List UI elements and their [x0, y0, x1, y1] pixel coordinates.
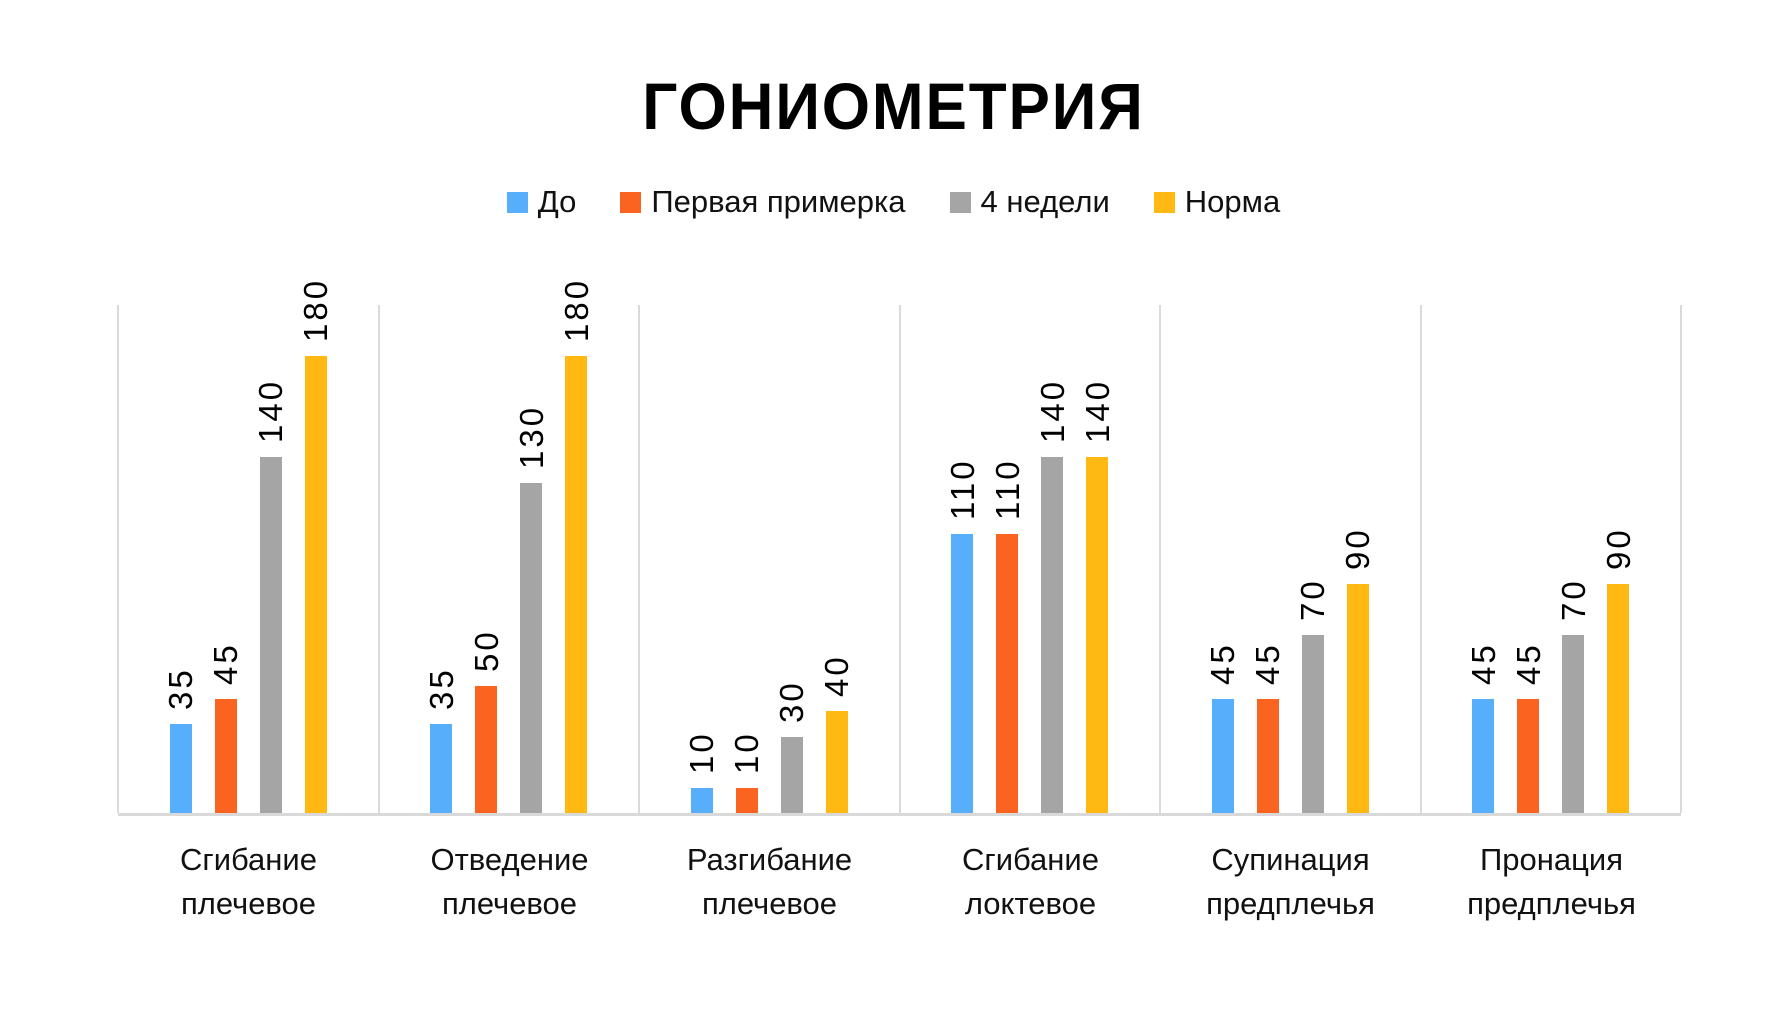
legend: До Первая примерка 4 недели Норма [0, 184, 1787, 220]
bar-3-series-0 [951, 534, 973, 813]
legend-label: Норма [1184, 184, 1281, 219]
bar-2-series-0 [691, 788, 713, 813]
bar-0-series-3 [305, 356, 327, 813]
grid-line [378, 305, 380, 813]
legend-item-3: Норма [1153, 184, 1281, 220]
grid-line [638, 305, 640, 813]
category-axis: Сгибание плечевое Отведение плечевое Разги… [118, 838, 1681, 938]
bar-value-label: 10 [683, 731, 720, 774]
bar-value-label: 10 [728, 731, 765, 774]
bar-3-series-2 [1041, 457, 1063, 813]
bar-4-series-0 [1212, 699, 1234, 813]
bar-value-label: 35 [162, 667, 199, 710]
bar-1-series-1 [475, 686, 497, 813]
grid-line [1159, 305, 1161, 813]
grid-line [1680, 305, 1682, 813]
bar-value-label: 70 [1294, 578, 1331, 621]
legend-swatch-icon [1153, 191, 1175, 213]
bar-value-label: 45 [1249, 642, 1286, 685]
legend-item-0: До [506, 184, 577, 220]
legend-swatch-icon [620, 191, 642, 213]
bar-value-label: 40 [818, 654, 855, 697]
grid-line [899, 305, 901, 813]
bar-value-label: 140 [1079, 378, 1116, 443]
bar-value-label: 50 [468, 629, 505, 672]
bar-1-series-0 [430, 724, 452, 813]
grid-line [117, 305, 119, 813]
category-label-2: Разгибание плечевое [686, 842, 853, 921]
legend-label: 4 недели [980, 184, 1110, 219]
legend-item-1: Первая примерка [620, 184, 906, 220]
bar-value-label: 90 [1600, 527, 1637, 570]
bar-value-label: 140 [252, 378, 289, 443]
bar-0-series-2 [260, 457, 282, 813]
category-label-1: Отведение плечевое [430, 842, 589, 921]
bar-5-series-0 [1472, 699, 1494, 813]
category-label-5: Пронация предплечья [1467, 842, 1636, 921]
bar-value-label: 130 [513, 404, 550, 469]
bar-3-series-1 [996, 534, 1018, 813]
bar-value-label: 45 [1204, 642, 1241, 685]
bar-2-series-2 [781, 737, 803, 813]
bar-value-label: 110 [989, 458, 1026, 520]
bar-value-label: 45 [207, 642, 244, 685]
bar-value-label: 180 [297, 277, 334, 342]
bar-5-series-2 [1562, 635, 1584, 813]
grid-line [1420, 305, 1422, 813]
bar-value-label: 110 [944, 458, 981, 520]
legend-swatch-icon [949, 191, 971, 213]
legend-item-2: 4 недели [949, 184, 1110, 220]
bar-value-label: 140 [1034, 378, 1071, 443]
bar-value-label: 70 [1555, 578, 1592, 621]
bar-4-series-2 [1302, 635, 1324, 813]
chart-title: ГОНИОМЕТРИЯ [642, 69, 1145, 143]
bar-2-series-3 [826, 711, 848, 813]
legend-swatch-icon [506, 191, 528, 213]
bar-3-series-3 [1086, 457, 1108, 813]
bar-value-label: 45 [1510, 642, 1547, 685]
bar-4-series-3 [1347, 584, 1369, 813]
legend-label: Первая примерка [651, 184, 906, 219]
bar-value-label: 45 [1465, 642, 1502, 685]
bar-0-series-1 [215, 699, 237, 813]
legend-label: До [537, 184, 577, 219]
bar-1-series-2 [520, 483, 542, 813]
bar-5-series-1 [1517, 699, 1539, 813]
category-label-0: Сгибание плечевое [180, 842, 317, 921]
bar-5-series-3 [1607, 584, 1629, 813]
bar-0-series-0 [170, 724, 192, 813]
bar-4-series-1 [1257, 699, 1279, 813]
bar-value-label: 30 [773, 680, 810, 723]
bar-value-label: 90 [1339, 527, 1376, 570]
bar-value-label: 35 [423, 667, 460, 710]
category-label-3: Сгибание локтевое [962, 842, 1099, 921]
bar-1-series-3 [565, 356, 587, 813]
category-label-4: Супинация предплечья [1206, 842, 1375, 921]
plot-area: 35 45 140 180 35 50 130 180 10 10 30 40 110 110 140 140… [117, 278, 1682, 816]
bar-value-label: 180 [558, 277, 595, 342]
chart: 35 45 140 180 35 50 130 180 10 10 30 40 110 110 140 140… [117, 278, 1682, 921]
bar-2-series-1 [736, 788, 758, 813]
